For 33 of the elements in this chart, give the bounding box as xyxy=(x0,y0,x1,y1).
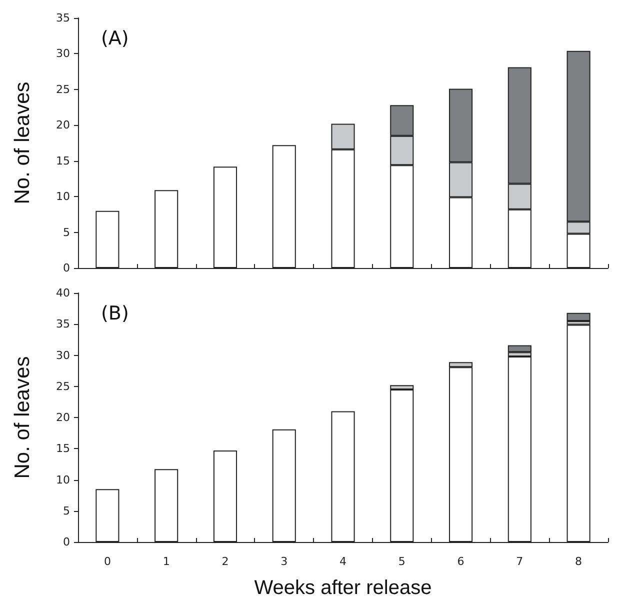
y-tick-label: 10 xyxy=(56,473,70,486)
y-axis-title: No. of leaves xyxy=(11,82,34,204)
bar xyxy=(508,345,532,352)
text: (A) xyxy=(101,28,129,50)
x-tick-label: 6 xyxy=(457,555,464,568)
y-tick-label: 0 xyxy=(63,536,70,548)
x-tick-label: 1 xyxy=(162,555,170,568)
bar xyxy=(566,312,590,322)
x-tick-label: 0 xyxy=(104,555,111,568)
y-tick-label: 20 xyxy=(56,411,70,424)
x-tick-label: 2 xyxy=(222,555,229,568)
y-tick-label: 30 xyxy=(56,348,70,362)
y-tick-label: 35 xyxy=(56,12,70,24)
y-axis-title: No. of leaves xyxy=(11,356,34,479)
y-tick-label: 5 xyxy=(63,226,70,239)
y-tick-label: 5 xyxy=(63,504,70,518)
y-tick-label: 15 xyxy=(56,154,70,168)
y-tick-label: 30 xyxy=(56,47,70,60)
y-tick-label: 10 xyxy=(56,190,70,204)
text: (B) xyxy=(101,302,129,324)
y-tick-label: 20 xyxy=(56,118,70,132)
x-axis-title: Weeks after release xyxy=(254,577,432,599)
y-tick-label: 25 xyxy=(56,82,70,96)
x-tick-label: 8 xyxy=(575,555,582,568)
x-tick-label: 7 xyxy=(516,555,524,568)
y-tick-label: 40 xyxy=(56,286,70,300)
x-tick-label: 5 xyxy=(398,555,406,568)
x-tick-label: 4 xyxy=(340,555,346,568)
x-tick-label: 3 xyxy=(280,555,288,568)
y-tick-label: 35 xyxy=(56,318,70,331)
y-tick-label: 25 xyxy=(56,380,70,393)
y-tick-label: 0 xyxy=(63,262,70,274)
y-tick-label: 15 xyxy=(56,442,70,456)
